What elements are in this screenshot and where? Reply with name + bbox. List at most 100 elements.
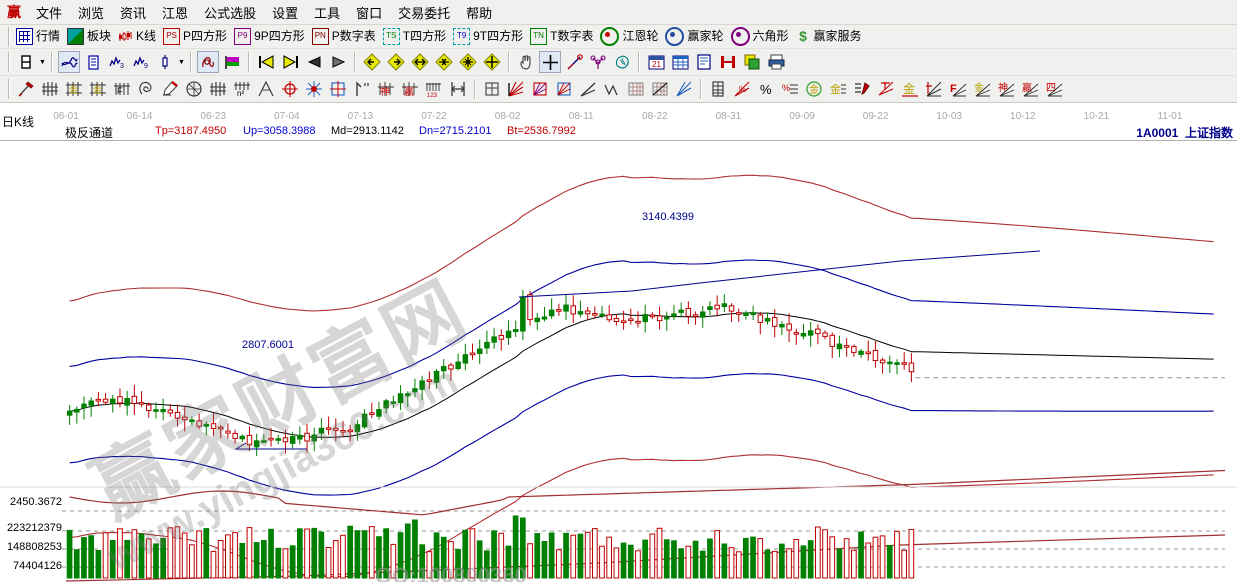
- target-circle-icon[interactable]: [279, 78, 301, 100]
- report-doc-icon[interactable]: [82, 51, 104, 73]
- toolbar-button-9p-square[interactable]: P9 9P四方形: [232, 27, 310, 46]
- menu-item-settings[interactable]: 设置: [272, 5, 299, 21]
- zoom-compress-icon[interactable]: [433, 51, 455, 73]
- table-icon[interactable]: [669, 51, 691, 73]
- last-page-icon[interactable]: [279, 51, 301, 73]
- table-frame-icon[interactable]: [481, 78, 503, 100]
- notes-icon[interactable]: [693, 51, 715, 73]
- box-fan-icon[interactable]: [529, 78, 551, 100]
- menu-item-news[interactable]: 资讯: [120, 5, 147, 21]
- zoom-in-icon[interactable]: [457, 51, 479, 73]
- angle-tool-icon[interactable]: [255, 78, 277, 100]
- toolbar-button-sector[interactable]: 板块: [65, 27, 116, 46]
- toolbar-button-t-square[interactable]: TS T四方形: [381, 27, 451, 46]
- price-plot[interactable]: [0, 111, 1237, 582]
- shen-grid-icon[interactable]: 神: [375, 78, 397, 100]
- pan-hand-icon[interactable]: [515, 51, 537, 73]
- copy-icon[interactable]: [741, 51, 763, 73]
- f-fan-icon[interactable]: F: [947, 78, 969, 100]
- ma9-icon[interactable]: 9: [130, 51, 152, 73]
- bar-pen-icon[interactable]: [851, 78, 873, 100]
- slope-line-icon[interactable]: [577, 78, 599, 100]
- toolbar-button-kline[interactable]: K线: [116, 28, 161, 45]
- gold-square-icon[interactable]: 金: [899, 78, 921, 100]
- candle-dropdown-caret[interactable]: ▼: [178, 58, 185, 66]
- toolbar-button-t-number-table[interactable]: TN T数字表: [528, 27, 598, 46]
- menu-item-tools[interactable]: 工具: [314, 5, 341, 21]
- spiral-icon[interactable]: [135, 78, 157, 100]
- gann-fan-pen-icon[interactable]: [15, 78, 37, 100]
- gold-grid-1-icon[interactable]: 金: [63, 78, 85, 100]
- menu-item-file[interactable]: 文件: [36, 5, 63, 21]
- si-fan-icon[interactable]: 四: [1043, 78, 1065, 100]
- brain-analysis-icon[interactable]: [611, 51, 633, 73]
- candle-width-icon[interactable]: [154, 51, 176, 73]
- gold-circle-icon[interactable]: 金: [803, 78, 825, 100]
- toolbar-button-winner-wheel[interactable]: 赢家轮: [663, 26, 728, 47]
- gold-grid-2-icon[interactable]: 金: [87, 78, 109, 100]
- draw-tree-icon[interactable]: [587, 51, 609, 73]
- ratio-fan-icon[interactable]: [875, 78, 897, 100]
- shift-right-icon[interactable]: [385, 51, 407, 73]
- star-target-icon[interactable]: [303, 78, 325, 100]
- toolbar-button-hexagon[interactable]: 六角形: [729, 26, 794, 47]
- gold-fan-icon[interactable]: 金: [971, 78, 993, 100]
- menu-item-help[interactable]: 帮助: [466, 5, 493, 21]
- calendar-period-icon[interactable]: [15, 51, 37, 73]
- toolbar-button-gann-wheel[interactable]: 江恩轮: [598, 26, 663, 47]
- crosshair-icon[interactable]: [539, 51, 561, 73]
- toolbar-button-p-number-table[interactable]: PN P数字表: [310, 27, 381, 46]
- box-target-icon[interactable]: [327, 78, 349, 100]
- legend-divider: [0, 140, 1237, 141]
- red-fan-icon[interactable]: [505, 78, 527, 100]
- circle-ruler-icon[interactable]: [183, 78, 205, 100]
- fan-lines-icon[interactable]: [673, 78, 695, 100]
- toolbar-button-winner-service[interactable]: $ 赢家服务: [794, 28, 867, 45]
- chart-area[interactable]: 日K线 06-01 06-14 06-23 07-04 07-13 07-22 08-02 0…: [0, 111, 1237, 582]
- number-grid-icon[interactable]: 123: [423, 78, 445, 100]
- menu-item-gann[interactable]: 江恩: [162, 5, 189, 21]
- draw-line-icon[interactable]: [563, 51, 585, 73]
- next-page-icon[interactable]: [327, 51, 349, 73]
- grid-bars-icon[interactable]: [207, 78, 229, 100]
- gold-list-icon[interactable]: 金: [827, 78, 849, 100]
- n2-grid-icon[interactable]: n²: [231, 78, 253, 100]
- mesh-grid-2-icon[interactable]: [649, 78, 671, 100]
- print-icon[interactable]: [765, 51, 787, 73]
- toolbar-button-p-square[interactable]: PS P四方形: [161, 27, 232, 46]
- period-dropdown-caret[interactable]: ▼: [39, 58, 46, 66]
- menu-item-trade[interactable]: 交易委托: [398, 5, 451, 21]
- calendar-icon[interactable]: 21: [645, 51, 667, 73]
- grid-lines-icon[interactable]: [39, 78, 61, 100]
- prev-page-icon[interactable]: [303, 51, 325, 73]
- tick-marks-icon[interactable]: [351, 78, 373, 100]
- shen-fan-icon[interactable]: 神: [995, 78, 1017, 100]
- save-icon[interactable]: [717, 51, 739, 73]
- ying-fan-icon[interactable]: 赢: [1019, 78, 1041, 100]
- zigzag-line-icon[interactable]: [601, 78, 623, 100]
- span-arrow-icon[interactable]: [447, 78, 469, 100]
- toolbar-button-quotes[interactable]: 行情: [14, 27, 65, 46]
- ma3-icon[interactable]: 3: [106, 51, 128, 73]
- list-frame-icon[interactable]: [707, 78, 729, 100]
- zoom-out-icon[interactable]: [481, 51, 503, 73]
- ying-grid-icon[interactable]: 赢: [399, 78, 421, 100]
- shift-left-icon[interactable]: [361, 51, 383, 73]
- formula-icon[interactable]: [197, 51, 219, 73]
- blue-box-fan-icon[interactable]: [553, 78, 575, 100]
- mesh-grid-1-icon[interactable]: [625, 78, 647, 100]
- flag-indicator-icon[interactable]: [221, 51, 243, 73]
- menu-item-window[interactable]: 窗口: [356, 5, 383, 21]
- overlay-curves-icon[interactable]: [58, 51, 80, 73]
- toolbar-button-9t-square[interactable]: T9 9T四方形: [451, 27, 528, 46]
- menu-item-browse[interactable]: 浏览: [78, 5, 105, 21]
- pen-measure-icon[interactable]: [159, 78, 181, 100]
- percent-icon[interactable]: %: [755, 78, 777, 100]
- angle-fan-icon[interactable]: [923, 78, 945, 100]
- percent-fan-icon[interactable]: %: [731, 78, 753, 100]
- first-page-icon[interactable]: [255, 51, 277, 73]
- zoom-horizontal-icon[interactable]: [409, 51, 431, 73]
- percent-list-icon[interactable]: %: [779, 78, 801, 100]
- f-grid-icon[interactable]: F: [111, 78, 133, 100]
- menu-item-formula-stock-pick[interactable]: 公式选股: [204, 5, 257, 21]
